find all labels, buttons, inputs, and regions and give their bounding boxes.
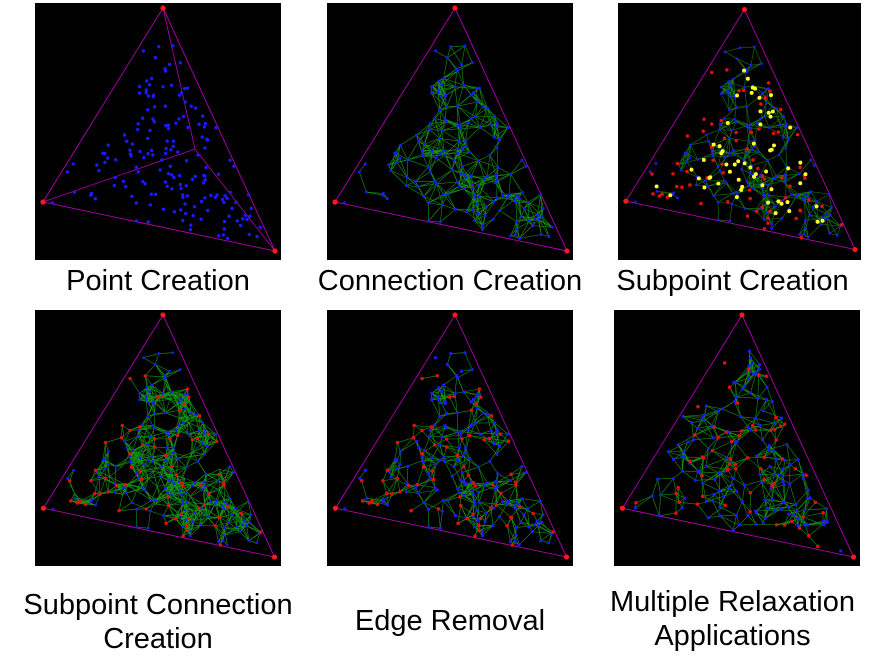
corner-point [564, 248, 570, 254]
tetra-outline [42, 7, 276, 252]
render-multiple-relaxation-applications [619, 312, 857, 560]
caption-edge-removal: Edge Removal [327, 604, 573, 638]
tetra-edge [162, 7, 196, 150]
panel-edge-removal [327, 310, 573, 566]
panel-connection-creation [327, 3, 573, 260]
caption-subpoint-creation: Subpoint Creation [600, 264, 865, 298]
corner-point [623, 198, 629, 204]
subpoints-red [68, 374, 263, 547]
corner-point [741, 6, 748, 13]
render-connection-creation [332, 5, 570, 254]
caption-line: Connection Creation [317, 265, 583, 297]
caption-point-creation: Point Creation [35, 264, 281, 298]
tetra-outline [334, 314, 568, 558]
caption-line: Point Creation [66, 265, 250, 297]
tetra-edge [42, 148, 196, 203]
render-subpoint-creation [623, 6, 858, 253]
corner-point [850, 554, 857, 560]
caption-line: Applications [654, 620, 811, 652]
corner-point [452, 5, 458, 11]
corner-point [160, 5, 166, 11]
tetra-outline [621, 314, 855, 558]
points [342, 44, 554, 240]
tetra-outline [42, 314, 276, 558]
corner-point [332, 505, 339, 511]
corner-point [40, 199, 46, 205]
points [633, 45, 842, 239]
caption-connection-creation: Connection Creation [300, 264, 600, 298]
subpoints-red [634, 361, 825, 549]
caption-line: Creation [103, 623, 213, 655]
panel-multiple-relaxation-applications [614, 310, 860, 566]
panel-point-creation [35, 3, 281, 260]
caption-line: Subpoint Connection [23, 589, 293, 621]
subpoints-red [359, 374, 555, 547]
corner-point [40, 505, 47, 511]
tetra-edge [194, 148, 276, 252]
render-subpoint-connection-creation [40, 312, 278, 560]
corner-point [271, 554, 278, 560]
panel-subpoint-connection-creation [35, 310, 281, 566]
subpoints-yellow [654, 68, 825, 224]
caption-line: Multiple Relaxation [609, 586, 855, 618]
render-point-creation [40, 5, 278, 254]
tetra-outline [334, 7, 568, 252]
caption-line: Edge Removal [354, 605, 546, 637]
corner-point [332, 199, 338, 205]
corner-point [563, 554, 570, 560]
mesh-edges [359, 45, 553, 239]
corner-point [619, 505, 626, 511]
corner-point [739, 312, 745, 318]
corner-point [852, 246, 858, 253]
render-edge-removal [332, 312, 570, 560]
points [50, 44, 262, 241]
caption-subpoint-connection-creation: Subpoint Connection Creation [5, 588, 311, 656]
points [51, 351, 262, 546]
points [633, 349, 843, 553]
corner-point [160, 312, 166, 318]
caption-multiple-relaxation-applications: Multiple Relaxation Applications [590, 585, 875, 653]
panel-subpoint-creation [618, 3, 861, 260]
caption-line: Subpoint Creation [616, 265, 849, 297]
corner-point [272, 248, 278, 254]
corner-point [452, 312, 458, 318]
tetra-outline [625, 8, 856, 251]
